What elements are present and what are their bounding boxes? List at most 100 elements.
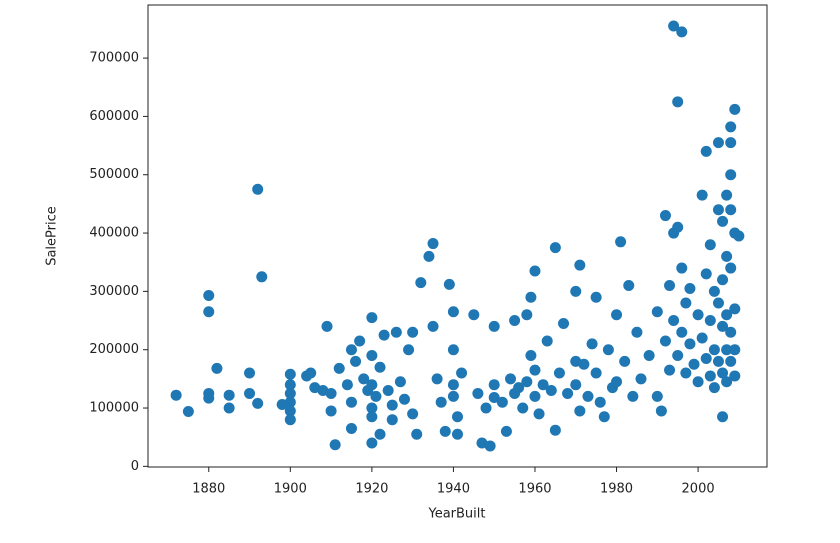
point: [350, 355, 362, 367]
point: [447, 344, 459, 356]
point: [680, 367, 692, 379]
point: [407, 326, 419, 338]
point: [517, 402, 529, 414]
point: [549, 242, 561, 254]
point: [570, 379, 582, 391]
point: [664, 364, 676, 376]
point: [284, 396, 296, 408]
point: [529, 364, 541, 376]
point: [203, 387, 215, 399]
point: [733, 230, 745, 242]
point: [623, 280, 635, 292]
point: [574, 405, 586, 417]
point: [386, 399, 398, 411]
point: [447, 306, 459, 318]
point: [321, 320, 333, 332]
point: [452, 428, 463, 440]
point: [252, 183, 264, 195]
x-tick-label: 1980: [600, 482, 633, 497]
point: [696, 332, 708, 344]
point: [305, 367, 317, 379]
point: [366, 437, 378, 449]
point: [729, 344, 741, 356]
point: [668, 315, 680, 327]
point: [680, 297, 692, 309]
point: [244, 387, 256, 399]
point: [341, 379, 353, 391]
point: [529, 265, 541, 277]
point: [627, 390, 639, 402]
point: [456, 367, 468, 379]
point: [472, 387, 484, 399]
point: [488, 392, 500, 404]
point: [358, 373, 370, 385]
point: [256, 271, 268, 283]
point: [431, 373, 443, 385]
point: [345, 422, 357, 434]
point: [488, 379, 500, 391]
point: [570, 285, 582, 297]
point: [374, 428, 386, 440]
point: [562, 387, 574, 399]
y-tick-label: 100000: [89, 401, 139, 416]
point: [488, 320, 500, 332]
point: [725, 121, 737, 133]
point: [496, 396, 508, 408]
point: [284, 387, 296, 399]
point: [439, 425, 451, 437]
point: [721, 376, 733, 388]
point: [333, 362, 345, 374]
point: [696, 189, 708, 201]
point: [676, 26, 688, 38]
point: [366, 379, 378, 391]
point: [521, 309, 533, 321]
point: [545, 385, 557, 397]
y-tick-label: 700000: [89, 51, 139, 66]
point: [284, 414, 296, 426]
x-tick-label: 1940: [437, 482, 470, 497]
point: [378, 329, 390, 341]
point: [611, 309, 623, 321]
point: [700, 268, 712, 280]
point: [651, 306, 663, 318]
point: [712, 297, 724, 309]
point: [284, 405, 296, 417]
point: [484, 440, 496, 452]
point: [729, 370, 741, 382]
point: [427, 238, 439, 250]
point: [403, 344, 415, 356]
point: [525, 291, 537, 303]
point: [415, 277, 427, 289]
point: [170, 389, 182, 401]
point: [590, 291, 602, 303]
point: [382, 385, 394, 397]
point: [366, 350, 378, 362]
point: [712, 204, 724, 216]
point: [447, 390, 459, 402]
point: [325, 405, 337, 417]
point: [692, 376, 704, 388]
point: [729, 303, 741, 315]
point: [284, 368, 296, 380]
y-tick-label: 0: [131, 459, 139, 474]
point: [659, 335, 671, 347]
point: [725, 137, 737, 149]
point: [553, 367, 565, 379]
point: [345, 396, 357, 408]
point: [708, 382, 720, 394]
point: [394, 376, 406, 388]
point: [586, 338, 598, 350]
point: [651, 390, 663, 402]
point: [541, 335, 553, 347]
point: [203, 306, 215, 318]
point: [725, 262, 737, 274]
y-tick-label: 300000: [89, 284, 139, 299]
point: [672, 221, 684, 233]
x-axis-label: YearBuilt: [427, 507, 485, 522]
point: [721, 309, 733, 321]
point: [725, 355, 737, 367]
point: [223, 389, 235, 401]
point: [525, 350, 537, 362]
point: [704, 370, 716, 382]
